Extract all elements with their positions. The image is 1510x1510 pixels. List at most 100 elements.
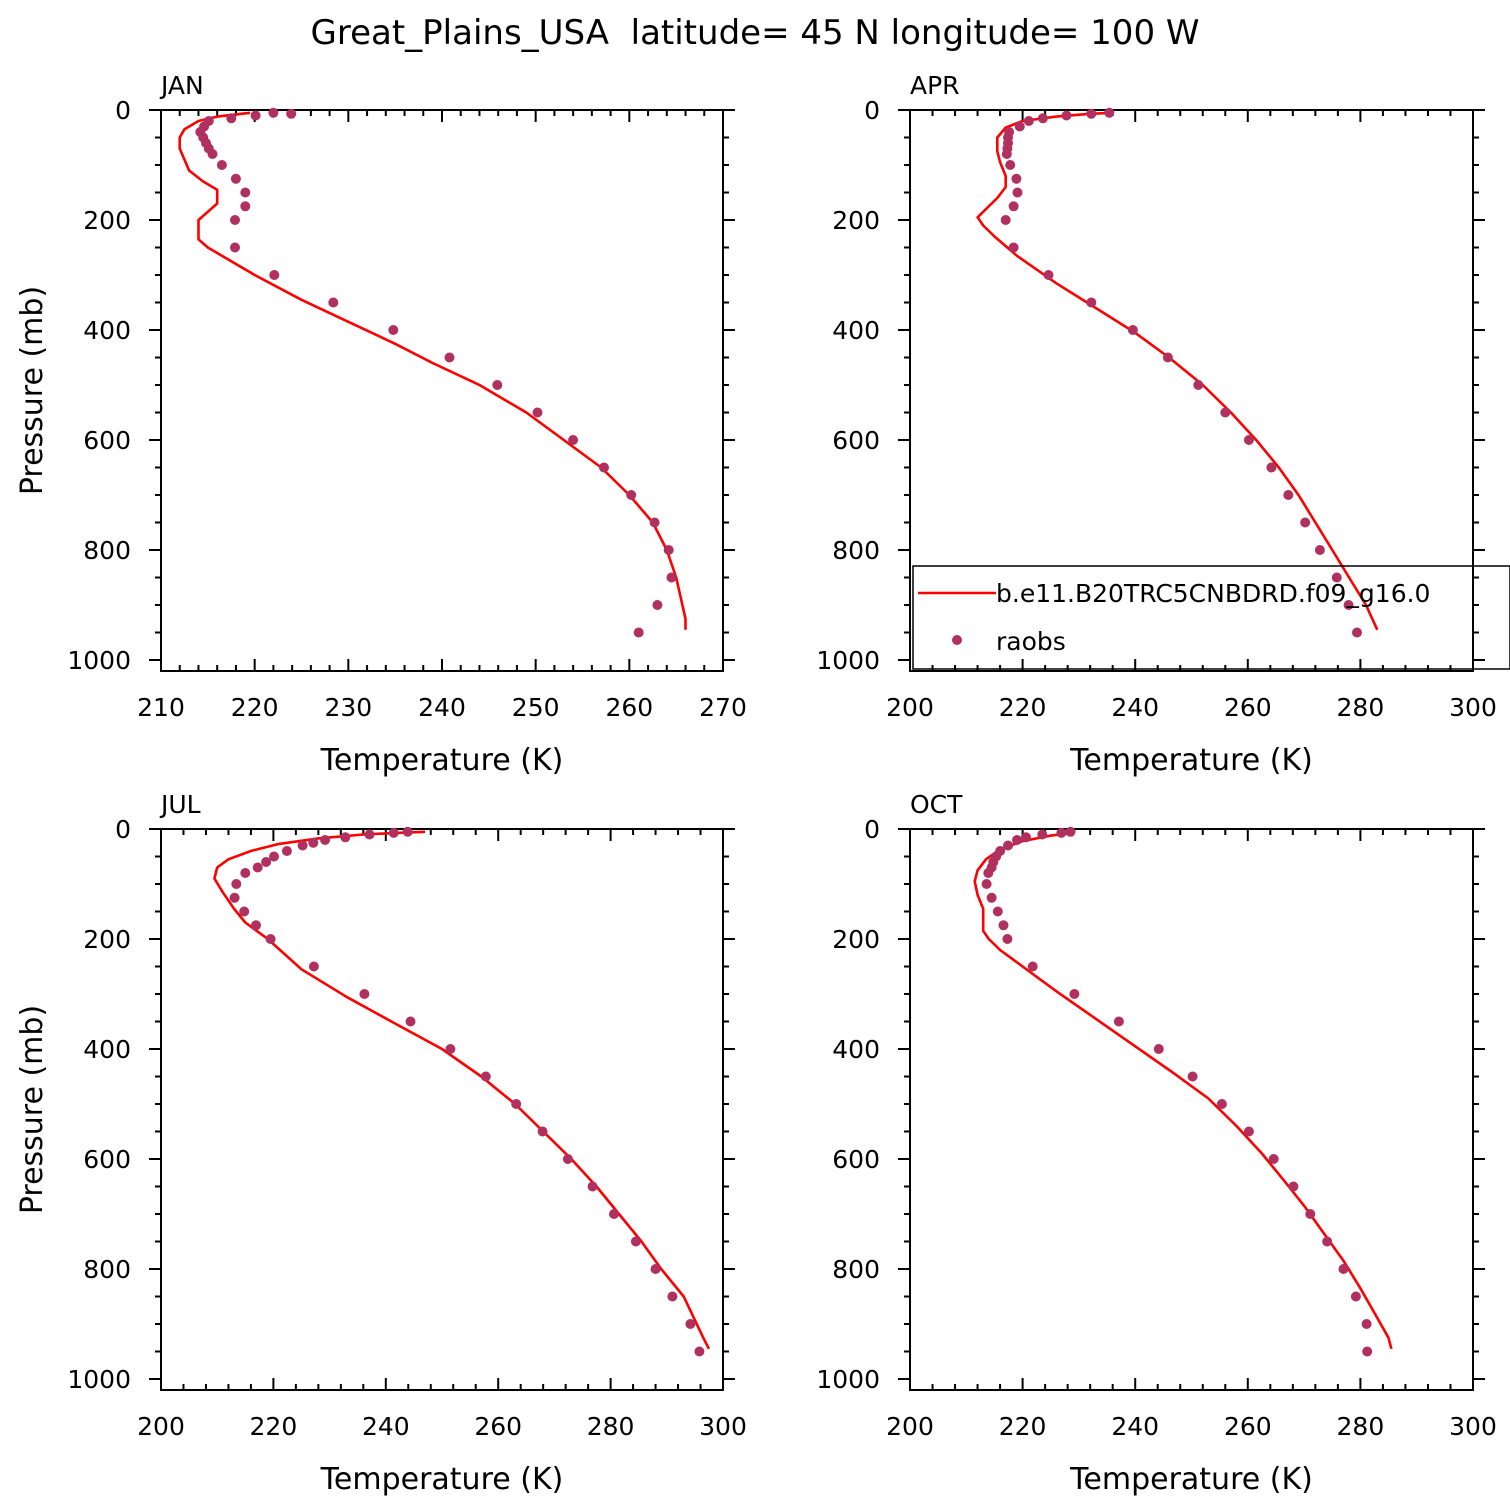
raobs-point bbox=[268, 107, 279, 118]
panel-oct: OCT 200 220 240 260 280 300 0 200 400 600 800 1000 Te… bbox=[816, 790, 1496, 1497]
y-tick-label: 800 bbox=[832, 1255, 880, 1284]
raobs-point bbox=[359, 989, 370, 999]
raobs-point bbox=[226, 113, 237, 124]
y-tick-label: 200 bbox=[832, 206, 880, 235]
raobs-point bbox=[229, 892, 240, 903]
raobs-point bbox=[1043, 270, 1054, 280]
raobs-point bbox=[1069, 989, 1080, 999]
raobs-point bbox=[1187, 1071, 1198, 1082]
raobs-point bbox=[685, 1319, 696, 1329]
raobs-point bbox=[1056, 827, 1067, 838]
panel-apr: APR 200 220 240 260 280 300 0 200 400 600 800 1000 Te… bbox=[816, 71, 1496, 778]
raobs-point bbox=[1113, 1016, 1124, 1027]
raobs-point bbox=[1361, 1319, 1372, 1329]
raobs-point bbox=[250, 110, 261, 121]
x-tick-label: 240 bbox=[1111, 1412, 1159, 1441]
x-tick-label: 260 bbox=[474, 1412, 522, 1441]
raobs-point bbox=[537, 1126, 548, 1137]
raobs-point bbox=[562, 1154, 573, 1164]
x-tick-label: 240 bbox=[1111, 693, 1159, 722]
model-series-line bbox=[973, 831, 1393, 1350]
raobs-point bbox=[1061, 110, 1072, 121]
x-tick-label: 250 bbox=[512, 693, 560, 722]
y-tick-label: 0 bbox=[864, 96, 880, 125]
raobs-point bbox=[626, 490, 637, 500]
raobs-point bbox=[652, 600, 663, 610]
x-axis-label: Temperature (K) bbox=[320, 1462, 564, 1497]
raobs-point bbox=[340, 832, 351, 843]
raobs-point bbox=[587, 1181, 598, 1192]
raobs-point bbox=[405, 1016, 416, 1027]
raobs-point bbox=[239, 906, 250, 917]
raobs-point bbox=[1338, 1264, 1349, 1274]
raobs-point bbox=[297, 840, 308, 851]
raobs-point bbox=[1266, 462, 1277, 473]
x-tick-label: 280 bbox=[1337, 693, 1385, 722]
raobs-point bbox=[445, 1044, 456, 1054]
raobs-point bbox=[1314, 545, 1325, 555]
raobs-point bbox=[1023, 116, 1034, 126]
raobs-point bbox=[1216, 1099, 1227, 1109]
raobs-point bbox=[568, 435, 579, 445]
raobs-point bbox=[1011, 173, 1022, 184]
figure-title: Great_Plains_USA latitude= 45 N longitud… bbox=[311, 13, 1200, 53]
legend-model-label: b.e11.B20TRC5CNBDRD.f09_g16.0 bbox=[996, 579, 1430, 608]
x-tick-label: 300 bbox=[1449, 693, 1497, 722]
x-tick-label: 220 bbox=[231, 693, 279, 722]
panel-title: JAN bbox=[159, 71, 204, 100]
legend-obs-label: raobs bbox=[996, 627, 1066, 656]
raobs-point bbox=[1288, 1181, 1299, 1192]
y-tick-label: 1000 bbox=[816, 646, 880, 675]
y-tick-label: 800 bbox=[83, 1255, 131, 1284]
raobs-point bbox=[1021, 832, 1031, 843]
raobs-point bbox=[1104, 107, 1115, 118]
y-tick-label: 400 bbox=[83, 1035, 131, 1064]
raobs-point bbox=[1000, 215, 1011, 225]
raobs-point bbox=[1002, 934, 1013, 944]
legend-obs-swatch bbox=[952, 635, 962, 645]
raobs-point bbox=[231, 879, 242, 889]
model-series-line bbox=[976, 111, 1379, 631]
y-tick-label: 400 bbox=[832, 316, 880, 345]
y-tick-label: 1000 bbox=[816, 1365, 880, 1394]
panel-title: OCT bbox=[910, 790, 963, 819]
x-axis-label: Temperature (K) bbox=[320, 743, 564, 778]
x-tick-label: 270 bbox=[699, 693, 747, 722]
raobs-point bbox=[230, 173, 241, 184]
raobs-point bbox=[995, 846, 1006, 856]
raobs-point bbox=[261, 857, 272, 867]
x-tick-label: 260 bbox=[1224, 1412, 1272, 1441]
model-series-line bbox=[213, 830, 711, 1350]
panel-jan: JAN 210 220 230 240 250 260 270 0 200 400 600 800 100… bbox=[15, 71, 747, 778]
raobs-point bbox=[694, 1346, 705, 1357]
x-tick-label: 210 bbox=[137, 693, 185, 722]
raobs-point bbox=[1162, 352, 1173, 363]
panel-title: JUL bbox=[159, 790, 201, 819]
raobs-point bbox=[1037, 829, 1048, 840]
x-tick-label: 220 bbox=[999, 693, 1047, 722]
raobs-point bbox=[1012, 187, 1023, 198]
raobs-point bbox=[252, 862, 263, 873]
panel-title: APR bbox=[910, 71, 960, 100]
raobs-point bbox=[630, 1236, 641, 1247]
raobs-point bbox=[230, 215, 240, 225]
x-tick-label: 280 bbox=[1337, 1412, 1385, 1441]
legend-box bbox=[912, 565, 1510, 670]
x-tick-label: 220 bbox=[999, 1412, 1047, 1441]
raobs-point bbox=[444, 352, 455, 363]
y-tick-label: 800 bbox=[83, 536, 131, 565]
plot-frame bbox=[160, 828, 724, 1391]
raobs-point bbox=[609, 1209, 619, 1219]
panels: JAN 210 220 230 240 250 260 270 0 200 400 600 800 100… bbox=[15, 71, 1497, 1497]
x-tick-label: 200 bbox=[137, 1412, 185, 1441]
raobs-point bbox=[633, 627, 644, 638]
raobs-point bbox=[240, 187, 251, 198]
raobs-point bbox=[230, 242, 240, 253]
y-tick-label: 200 bbox=[832, 925, 880, 954]
x-tick-label: 220 bbox=[250, 1412, 298, 1441]
raobs-point bbox=[480, 1071, 491, 1082]
x-tick-label: 280 bbox=[587, 1412, 635, 1441]
x-tick-label: 240 bbox=[418, 693, 466, 722]
x-tick-label: 300 bbox=[699, 1412, 747, 1441]
raobs-point bbox=[1065, 826, 1076, 837]
